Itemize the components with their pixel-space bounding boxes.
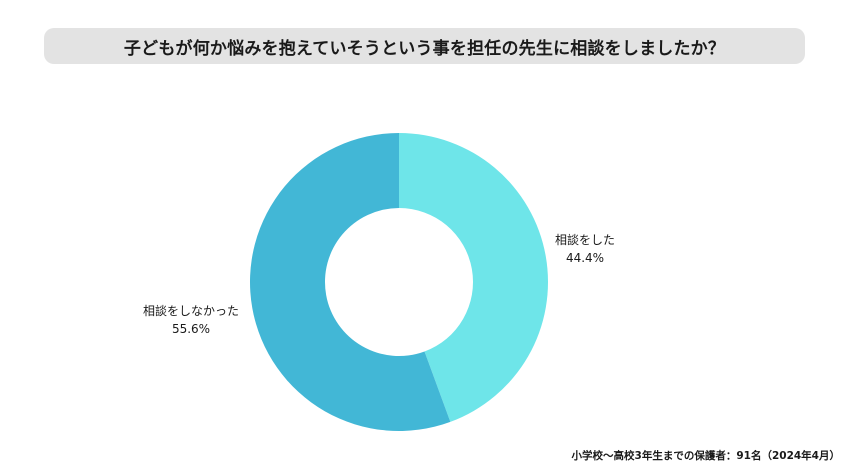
slice-label-1: 相談をした xyxy=(555,232,615,247)
chart-title-box: 子どもが何か悩みを抱えていそうという事を担任の先生に相談をしましたか？ xyxy=(44,28,805,64)
slice-percent-2: 55.6% xyxy=(172,322,210,336)
chart-title: 子どもが何か悩みを抱えていそうという事を担任の先生に相談をしましたか？ xyxy=(123,38,726,59)
donut-slice-2 xyxy=(249,133,451,431)
slice-label-2: 相談をしなかった xyxy=(143,303,239,318)
slice-percent-1: 44.4% xyxy=(566,251,604,265)
footnote: 小学校～高校3年生までの保護者：91名（2024年4月） xyxy=(571,450,840,462)
donut-slice-1 xyxy=(399,133,548,422)
